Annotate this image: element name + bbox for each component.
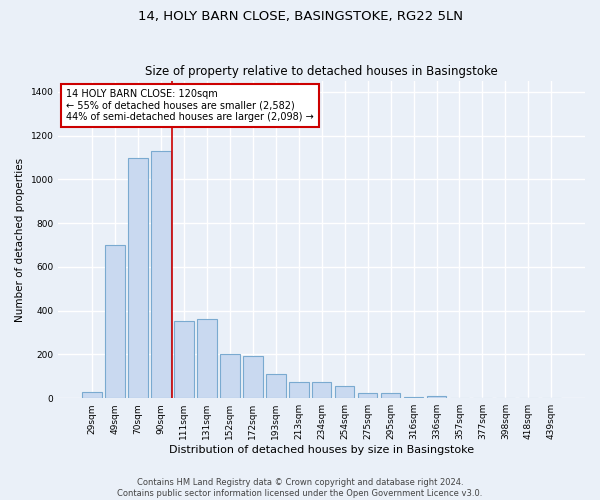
Bar <box>427 396 446 398</box>
Bar <box>404 397 424 398</box>
Text: 14, HOLY BARN CLOSE, BASINGSTOKE, RG22 5LN: 14, HOLY BARN CLOSE, BASINGSTOKE, RG22 5… <box>137 10 463 23</box>
Bar <box>335 386 355 398</box>
Title: Size of property relative to detached houses in Basingstoke: Size of property relative to detached ho… <box>145 66 498 78</box>
Bar <box>82 392 102 398</box>
Bar <box>289 382 308 398</box>
Bar <box>266 374 286 398</box>
Bar <box>197 320 217 398</box>
Bar <box>312 382 331 398</box>
Bar <box>106 245 125 398</box>
Bar <box>358 392 377 398</box>
Bar <box>220 354 239 398</box>
Bar <box>243 356 263 398</box>
Y-axis label: Number of detached properties: Number of detached properties <box>15 158 25 322</box>
X-axis label: Distribution of detached houses by size in Basingstoke: Distribution of detached houses by size … <box>169 445 474 455</box>
Text: Contains HM Land Registry data © Crown copyright and database right 2024.
Contai: Contains HM Land Registry data © Crown c… <box>118 478 482 498</box>
Text: 14 HOLY BARN CLOSE: 120sqm
← 55% of detached houses are smaller (2,582)
44% of s: 14 HOLY BARN CLOSE: 120sqm ← 55% of deta… <box>67 89 314 122</box>
Bar <box>128 158 148 398</box>
Bar <box>381 392 400 398</box>
Bar <box>151 151 171 398</box>
Bar <box>174 320 194 398</box>
